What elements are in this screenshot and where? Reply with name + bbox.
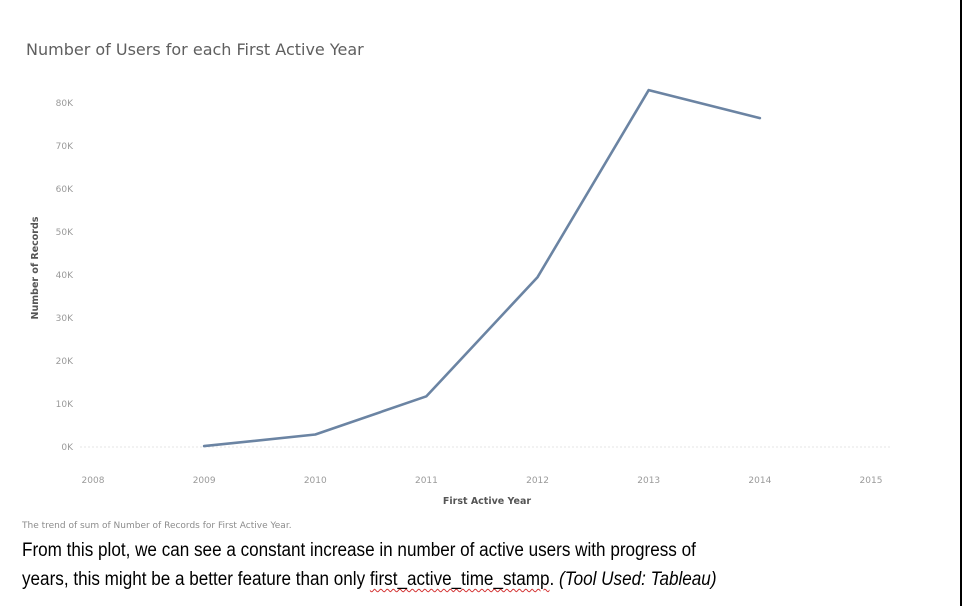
y-tick-label: 70K bbox=[56, 142, 74, 152]
y-tick-label: 50K bbox=[56, 228, 74, 238]
description-line-1: From this plot, we can see a constant in… bbox=[22, 540, 696, 561]
x-tick-label: 2013 bbox=[637, 476, 660, 486]
y-tick-label: 20K bbox=[56, 357, 74, 367]
x-tick-label: 2008 bbox=[82, 476, 105, 486]
description-line-2-dot: . bbox=[549, 569, 560, 590]
y-tick-label: 80K bbox=[56, 99, 74, 109]
x-tick-label: 2012 bbox=[526, 476, 549, 486]
chart-title: Number of Users for each First Active Ye… bbox=[26, 40, 364, 59]
x-tick-label: 2015 bbox=[860, 476, 883, 486]
description-text: From this plot, we can see a constant in… bbox=[22, 536, 832, 594]
y-axis-title: Number of Records bbox=[30, 216, 41, 319]
x-axis-ticks: 2008 2009 2010 2011 2012 2013 2014 2015 bbox=[82, 476, 883, 486]
spellcheck-term: first_active_time_stamp bbox=[369, 569, 550, 590]
description-line-2-start: years, this might be a better feature th… bbox=[22, 569, 370, 590]
tool-used-note: (Tool Used: Tableau) bbox=[559, 569, 717, 590]
x-tick-label: 2011 bbox=[415, 476, 438, 486]
right-border bbox=[960, 0, 962, 606]
x-tick-label: 2010 bbox=[304, 476, 327, 486]
y-tick-label: 10K bbox=[56, 400, 74, 410]
x-axis-title: First Active Year bbox=[443, 496, 532, 507]
description-line-2: years, this might be a better feature th… bbox=[22, 565, 832, 594]
y-tick-label: 0K bbox=[61, 443, 74, 453]
chart-caption: The trend of sum of Number of Records fo… bbox=[22, 521, 292, 531]
x-tick-label: 2014 bbox=[748, 476, 771, 486]
y-tick-label: 30K bbox=[56, 314, 74, 324]
y-axis-ticks: 0K 10K 20K 30K 40K 50K 60K 70K 80K bbox=[56, 99, 74, 453]
y-tick-label: 40K bbox=[56, 271, 74, 281]
x-tick-label: 2009 bbox=[193, 476, 216, 486]
y-tick-label: 60K bbox=[56, 185, 74, 195]
series-line-users bbox=[202, 88, 762, 448]
